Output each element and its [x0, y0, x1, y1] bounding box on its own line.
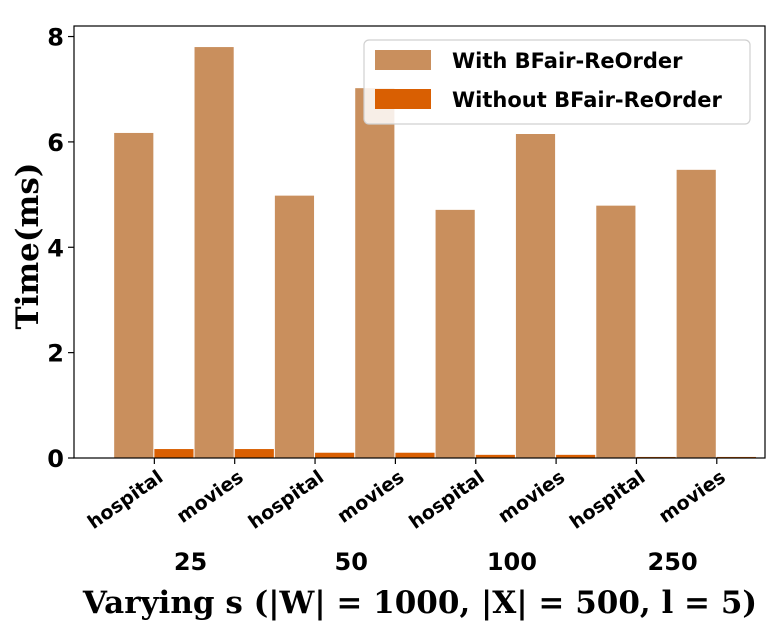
- bar-with-hospital: [114, 132, 154, 458]
- bar-without-movies: [395, 452, 435, 458]
- legend-swatch-without: [375, 89, 431, 109]
- bar-without-movies: [234, 449, 274, 458]
- y-tick-label: 0: [47, 445, 64, 473]
- group-labels: 25 50 100 250: [174, 548, 698, 576]
- x-tick-label: hospital: [245, 466, 328, 534]
- group-label: 100: [487, 548, 537, 576]
- bar-without-hospital: [315, 452, 355, 458]
- x-tick-label: hospital: [84, 466, 167, 534]
- bar-with-hospital: [435, 209, 475, 458]
- bar-without-movies: [556, 454, 596, 458]
- y-tick-label: 2: [47, 340, 64, 368]
- x-tick-label: hospital: [566, 466, 649, 534]
- y-tick-label: 6: [47, 129, 64, 157]
- bar-without-hospital: [154, 449, 194, 458]
- bars: [114, 47, 756, 458]
- bar-without-hospital: [475, 454, 515, 458]
- y-axis: 0 2 4 6 8: [47, 24, 74, 473]
- legend-swatch-with: [375, 50, 431, 70]
- x-tick-label: movies: [655, 466, 730, 528]
- x-tick-label: movies: [333, 466, 408, 528]
- plot-frame: [73, 25, 766, 459]
- group-label: 25: [174, 548, 207, 576]
- bar-with-movies: [676, 169, 716, 458]
- bar-with-hospital: [596, 205, 636, 458]
- legend-label-without: Without BFair-ReOrder: [452, 88, 723, 112]
- x-axis-title: Varying s (|W| = 1000, |X| = 500, l = 5): [82, 585, 757, 621]
- x-tick-label: movies: [494, 466, 569, 528]
- bar-with-movies: [194, 47, 234, 458]
- legend: With BFair-ReOrder Without BFair-ReOrder: [363, 39, 751, 125]
- group-label: 250: [648, 548, 698, 576]
- bar-with-movies: [515, 134, 556, 458]
- x-tick-label: movies: [173, 466, 248, 528]
- y-axis-title: Time(ms): [10, 163, 46, 330]
- y-tick-label: 8: [47, 24, 64, 52]
- group-label: 50: [335, 548, 368, 576]
- legend-label-with: With BFair-ReOrder: [452, 49, 683, 73]
- legend-box: [363, 39, 751, 125]
- x-tick-label: hospital: [405, 466, 488, 534]
- bar-with-movies: [355, 88, 395, 458]
- bar-with-hospital: [274, 195, 315, 458]
- y-tick-label: 4: [47, 234, 64, 262]
